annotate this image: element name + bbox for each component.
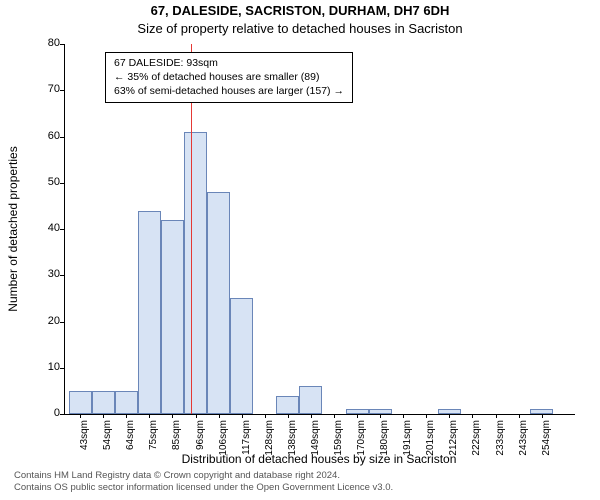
ytick-mark — [60, 137, 64, 138]
ytick-mark — [60, 183, 64, 184]
xtick-label: 180sqm — [379, 420, 390, 456]
xtick-label: 54sqm — [102, 420, 113, 450]
histogram-bar — [230, 298, 253, 414]
xtick-mark — [265, 414, 266, 418]
ytick-label: 40 — [36, 222, 60, 234]
xtick-mark — [519, 414, 520, 418]
xtick-mark — [380, 414, 381, 418]
histogram-bar — [115, 391, 138, 414]
title-sub: Size of property relative to detached ho… — [0, 21, 600, 36]
xtick-mark — [80, 414, 81, 418]
xtick-mark — [403, 414, 404, 418]
xtick-label: 149sqm — [310, 420, 321, 456]
xtick-mark — [449, 414, 450, 418]
histogram-bar — [207, 192, 230, 414]
ytick-label: 10 — [36, 361, 60, 373]
xtick-mark — [472, 414, 473, 418]
ytick-mark — [60, 322, 64, 323]
ytick-label: 60 — [36, 130, 60, 142]
annotation-line2: ← 35% of detached houses are smaller (89… — [114, 70, 344, 84]
xtick-mark — [219, 414, 220, 418]
ytick-label: 20 — [36, 315, 60, 327]
ytick-label: 80 — [36, 37, 60, 49]
xtick-label: 233sqm — [495, 420, 506, 456]
annotation-line3: 63% of semi-detached houses are larger (… — [114, 84, 344, 98]
histogram-bar — [299, 386, 322, 414]
ytick-mark — [60, 414, 64, 415]
histogram-bar — [184, 132, 207, 414]
xtick-mark — [542, 414, 543, 418]
xtick-label: 117sqm — [241, 420, 252, 455]
ytick-mark — [60, 368, 64, 369]
xtick-mark — [288, 414, 289, 418]
annotation-box: 67 DALESIDE: 93sqm ← 35% of detached hou… — [105, 52, 353, 103]
xtick-mark — [311, 414, 312, 418]
xtick-label: 243sqm — [518, 420, 529, 456]
title-main: 67, DALESIDE, SACRISTON, DURHAM, DH7 6DH — [0, 3, 600, 18]
xtick-label: 75sqm — [148, 420, 159, 450]
xtick-label: 64sqm — [125, 420, 136, 450]
xtick-label: 128sqm — [264, 420, 275, 456]
xtick-mark — [357, 414, 358, 418]
xtick-label: 212sqm — [448, 420, 459, 456]
chart-container: 67, DALESIDE, SACRISTON, DURHAM, DH7 6DH… — [0, 0, 600, 500]
ytick-mark — [60, 275, 64, 276]
xtick-mark — [426, 414, 427, 418]
xtick-mark — [334, 414, 335, 418]
ytick-mark — [60, 90, 64, 91]
xtick-label: 43sqm — [79, 420, 90, 450]
xtick-mark — [126, 414, 127, 418]
footer-line2: Contains OS public sector information li… — [14, 482, 393, 494]
xtick-mark — [172, 414, 173, 418]
xtick-label: 170sqm — [356, 420, 367, 456]
ytick-label: 30 — [36, 268, 60, 280]
xtick-mark — [149, 414, 150, 418]
histogram-bar — [276, 396, 299, 415]
xtick-label: 106sqm — [218, 420, 229, 456]
ytick-label: 0 — [36, 407, 60, 419]
annotation-line1: 67 DALESIDE: 93sqm — [114, 56, 344, 70]
xtick-label: 191sqm — [402, 420, 413, 456]
y-axis-label: Number of detached properties — [6, 44, 26, 414]
xtick-mark — [103, 414, 104, 418]
histogram-bar — [161, 220, 184, 414]
xtick-label: 138sqm — [287, 420, 298, 456]
histogram-bar — [138, 211, 161, 415]
ytick-label: 70 — [36, 83, 60, 95]
histogram-bar — [69, 391, 92, 414]
xtick-label: 85sqm — [171, 420, 182, 450]
xtick-label: 222sqm — [471, 420, 482, 456]
ytick-label: 50 — [36, 176, 60, 188]
histogram-bar — [92, 391, 115, 414]
xtick-mark — [196, 414, 197, 418]
xtick-mark — [242, 414, 243, 418]
footer: Contains HM Land Registry data © Crown c… — [14, 470, 393, 494]
xtick-label: 201sqm — [425, 420, 436, 456]
xtick-mark — [496, 414, 497, 418]
xtick-label: 254sqm — [541, 420, 552, 456]
ytick-mark — [60, 44, 64, 45]
xtick-label: 159sqm — [333, 420, 344, 456]
footer-line1: Contains HM Land Registry data © Crown c… — [14, 470, 393, 482]
xtick-label: 96sqm — [195, 420, 206, 450]
ytick-mark — [60, 229, 64, 230]
